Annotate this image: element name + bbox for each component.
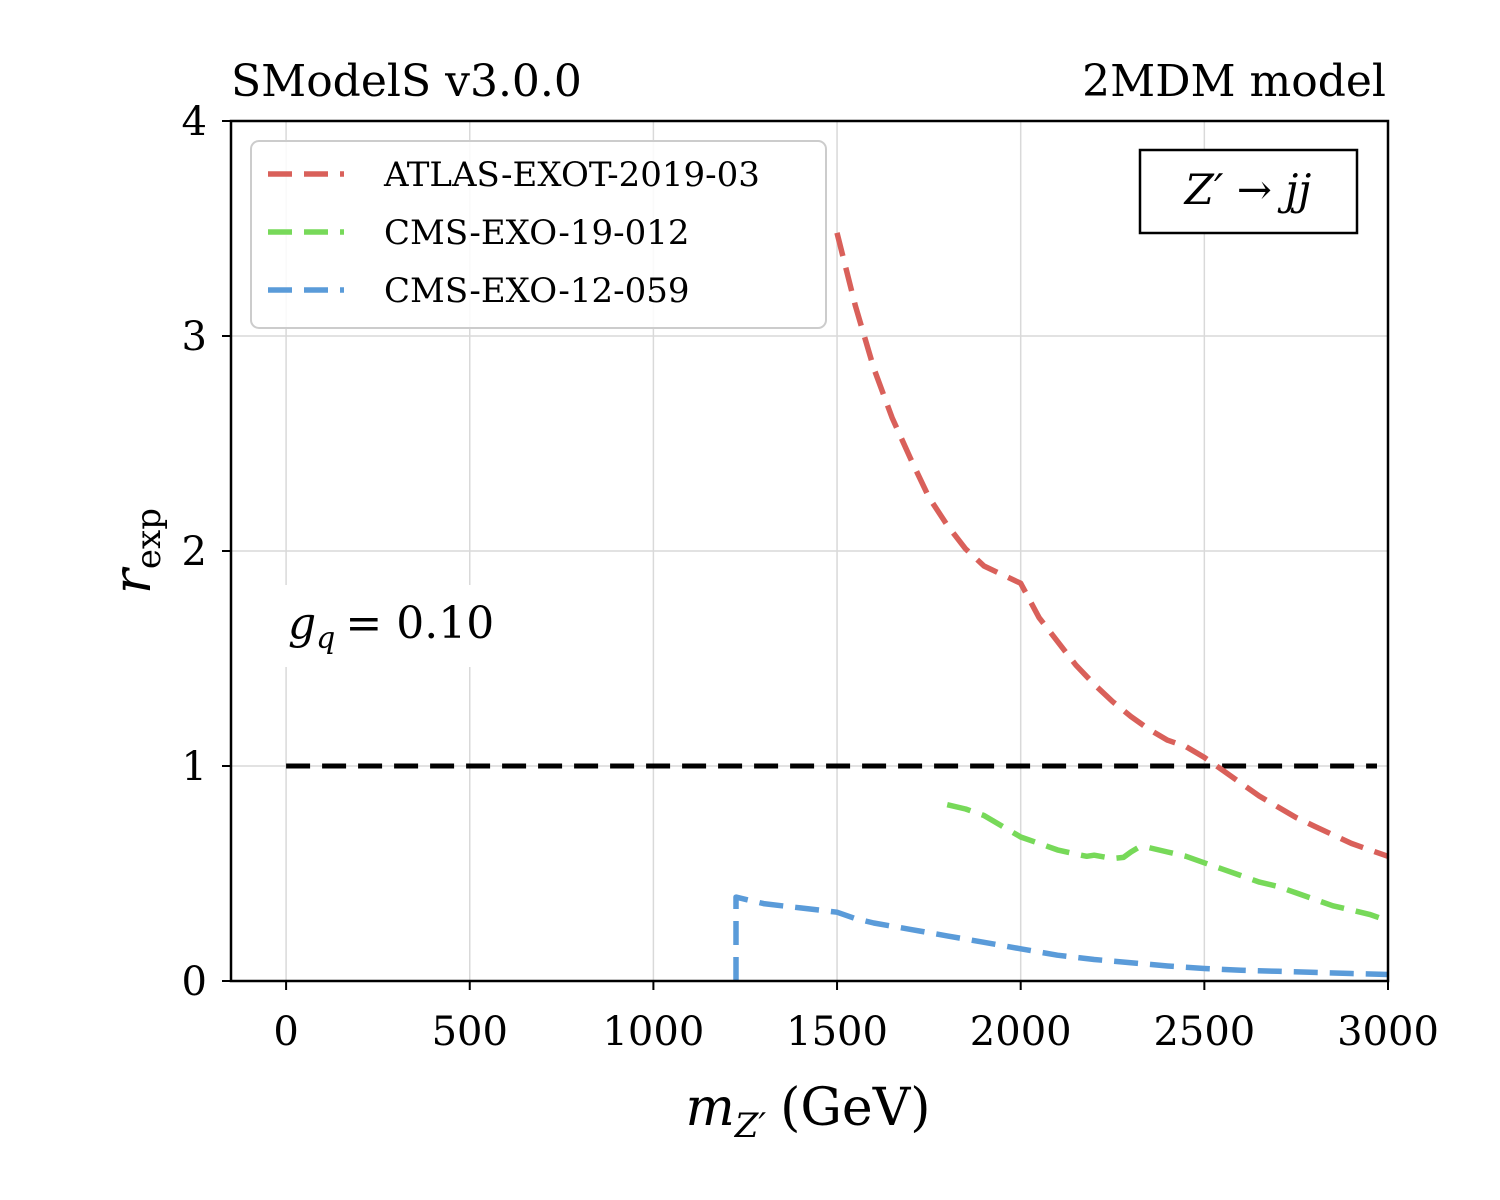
- y-tick-label: 1: [182, 744, 207, 790]
- y-tick-label: 2: [182, 529, 207, 575]
- y-tick-label: 0: [182, 959, 207, 1005]
- x-axis-label: mZ′ (GeV): [685, 1078, 930, 1146]
- title-left: SModelS v3.0.0: [231, 56, 582, 107]
- legend-label-cms-exo-19-012: CMS-EXO-19-012: [384, 213, 690, 253]
- title-right: 2MDM model: [1082, 56, 1386, 107]
- x-axis-sub: Z′: [734, 1106, 767, 1146]
- series-line-cms-exo-12-059: [733, 894, 1389, 981]
- y-tick-label: 4: [182, 99, 207, 145]
- legend: ATLAS-EXOT-2019-03 CMS-EXO-19-012 CMS-EXO-…: [250, 140, 827, 329]
- coupling-sub: q: [316, 621, 335, 656]
- legend-label-cms-exo-12-059: CMS-EXO-12-059: [384, 271, 690, 311]
- coupling-var: g: [288, 598, 316, 649]
- process-label: Z′ → jj: [1183, 165, 1312, 214]
- x-tick-label: 0: [273, 1009, 298, 1055]
- y-axis-sub: exp: [129, 508, 169, 569]
- coupling-label: gq = 0.10: [288, 598, 494, 656]
- coupling-value: = 0.10: [345, 598, 494, 649]
- x-tick-label: 2500: [1153, 1009, 1255, 1055]
- y-tick-label: 3: [182, 314, 207, 360]
- series-line-cms-exo-19-012: [946, 802, 1389, 924]
- coupling-annotation: gq = 0.10: [276, 585, 514, 667]
- series-layer: [286, 232, 1389, 981]
- process-box-frame: [1138, 148, 1359, 235]
- series-line-atlas-exot-2019-03: [834, 232, 1389, 859]
- y-axis-label: rexp: [103, 508, 169, 594]
- x-tick-label: 1500: [786, 1009, 888, 1055]
- legend-frame: [250, 140, 827, 329]
- y-axis-var: r: [103, 566, 163, 594]
- ticks: 0 500 1000 1500 2000 2500 3000 0 1 2 3 4: [182, 99, 1439, 1055]
- x-tick-label: 2000: [970, 1009, 1072, 1055]
- x-axis-var: m: [685, 1078, 734, 1138]
- x-axis-unit: (GeV): [780, 1078, 930, 1138]
- x-tick-label: 500: [432, 1009, 508, 1055]
- x-tick-label: 1000: [602, 1009, 704, 1055]
- coupling-annotation-bg: [276, 585, 514, 667]
- legend-label-atlas-exot-2019-03: ATLAS-EXOT-2019-03: [383, 155, 760, 195]
- x-tick-label: 3000: [1337, 1009, 1439, 1055]
- process-box: Z′ → jj: [1138, 148, 1359, 235]
